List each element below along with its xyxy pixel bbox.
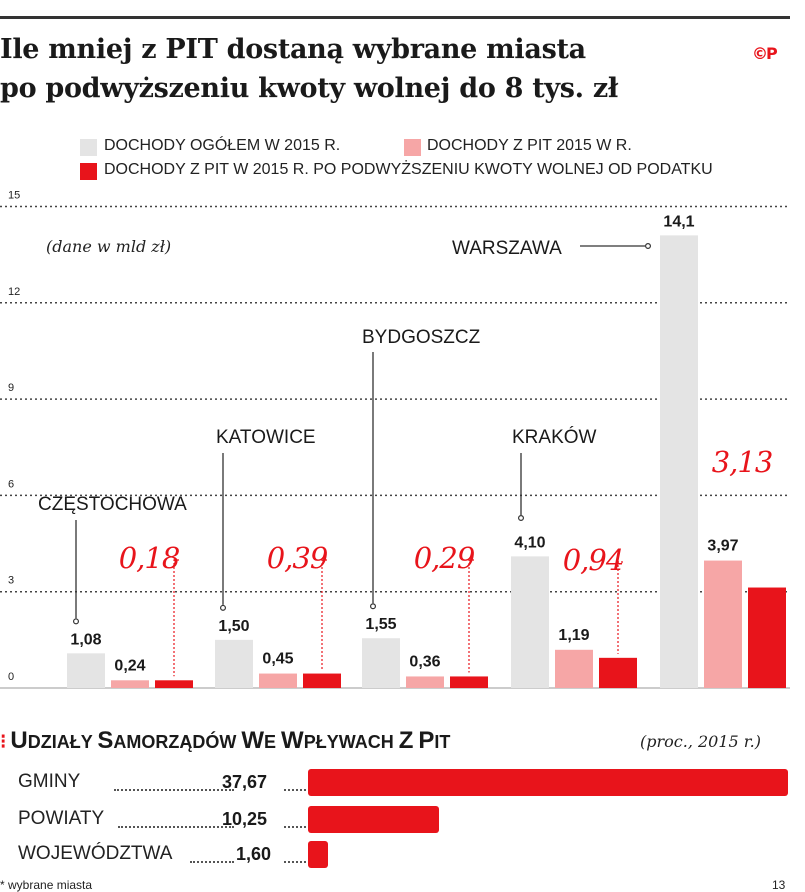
shares-unit: (proc., 2015 r.) xyxy=(640,732,762,751)
leader-dots xyxy=(118,826,234,828)
title-initial: Z xyxy=(398,727,414,754)
data-label-total: 1,08 xyxy=(70,631,101,648)
bar-total xyxy=(215,639,253,688)
legend-swatch-total xyxy=(80,139,97,156)
y-tick-label: 3 xyxy=(8,575,14,587)
data-label-total: 14,1 xyxy=(663,213,694,230)
bar-total xyxy=(660,235,698,688)
title-initial: W xyxy=(241,727,265,754)
data-label-pit: 0,45 xyxy=(262,651,293,668)
leader-dots xyxy=(114,789,234,791)
leader-dots xyxy=(284,789,306,791)
city-leader-dot xyxy=(370,603,377,610)
city-leader-dot xyxy=(644,243,651,250)
y-tick-label: 12 xyxy=(8,286,20,298)
city-leader-dot xyxy=(72,618,79,625)
bar-pit-after xyxy=(450,676,488,688)
top-rule xyxy=(0,16,790,19)
footer-note: * wybrane miasta xyxy=(0,878,93,892)
share-value: 37,67 xyxy=(222,772,268,792)
brand-logo: ©P xyxy=(752,44,778,63)
legend-swatch-pit xyxy=(404,139,421,156)
title-initial: P xyxy=(418,727,435,754)
bar-pit-after xyxy=(155,680,193,688)
bar-total xyxy=(362,638,400,688)
bar-pit xyxy=(406,676,444,688)
share-value: 1,60 xyxy=(236,844,272,864)
title-rest: IT xyxy=(434,732,451,752)
city-label: KRAKÓW xyxy=(512,426,597,448)
section-marker-icon: ⁝ xyxy=(0,731,7,753)
city-label: WARSZAWA xyxy=(452,238,562,259)
y-tick-label: 9 xyxy=(8,382,14,394)
unit-note: (dane w mld zł) xyxy=(46,237,171,256)
bar-pit-after xyxy=(303,673,341,688)
share-label: GMINY xyxy=(18,771,81,792)
city-label: CZĘSTOCHOWA xyxy=(38,494,187,515)
title-initial: S xyxy=(97,727,114,754)
chart-title-line-1: Ile mniej z PIT dostaną wybrane miasta xyxy=(0,34,586,65)
page-number: 13 xyxy=(772,878,786,892)
loss-bracket xyxy=(617,561,623,654)
data-label-total: 1,50 xyxy=(218,618,249,635)
loss-bracket xyxy=(173,559,179,677)
y-tick-label: 0 xyxy=(8,671,14,683)
share-bar xyxy=(308,841,329,868)
city-label: BYDGOSZCZ xyxy=(362,327,481,348)
loss-label: 0,94 xyxy=(563,543,624,577)
title-rest: AMORZĄDÓW xyxy=(113,732,242,752)
title-rest: DZIAŁY xyxy=(27,732,98,752)
data-label-pit: 0,36 xyxy=(409,653,440,670)
leader-dots xyxy=(284,861,306,863)
bar-pit xyxy=(704,560,742,688)
data-label-pit: 0,24 xyxy=(114,657,145,674)
loss-bracket xyxy=(321,559,327,670)
data-label-total: 4,10 xyxy=(514,534,545,551)
share-label: WOJEWÓDZTWA xyxy=(18,843,173,864)
share-bar xyxy=(308,806,439,833)
loss-label: 0,18 xyxy=(119,541,180,575)
title-initial: U xyxy=(10,727,28,754)
shares-title: ⁝ UDZIAŁY SAMORZĄDÓW WE WPŁYWACH Z PIT xyxy=(0,727,450,755)
share-value: 10,25 xyxy=(222,809,268,829)
loss-bracket xyxy=(468,559,474,673)
city-leader-dot xyxy=(517,514,524,521)
bar-chart: 0 3 6 9 12 15 (dane w mld zł) 1,08 0,24 0,18 CZĘST… xyxy=(0,190,790,689)
data-label-total: 1,55 xyxy=(365,616,396,633)
bar-total xyxy=(67,653,105,688)
legend-label-pit-after: DOCHODY Z PIT W 2015 R. PO PODWYŻSZENIU … xyxy=(104,161,713,178)
legend-swatch-pit-after xyxy=(80,163,97,180)
loss-label: 3,13 xyxy=(712,445,773,479)
bar-total xyxy=(511,556,549,688)
legend-label-pit: DOCHODY Z PIT 2015 W R. xyxy=(427,137,632,154)
shares-title-text: UDZIAŁY SAMORZĄDÓW WE WPŁYWACH Z PIT xyxy=(10,727,450,754)
city-leader-dot xyxy=(220,604,227,611)
data-label-pit: 3,97 xyxy=(707,538,738,555)
bar-pit xyxy=(555,649,593,688)
title-rest: E xyxy=(264,732,282,752)
bar-pit xyxy=(111,680,149,688)
title-rest: PŁYWACH xyxy=(303,732,399,752)
loss-label: 0,29 xyxy=(414,541,475,575)
bar-pit-after xyxy=(599,657,637,688)
data-label-pit: 1,19 xyxy=(558,627,589,644)
y-tick-label: 15 xyxy=(8,190,20,202)
y-tick-label: 6 xyxy=(8,478,14,490)
loss-label: 0,39 xyxy=(267,541,328,575)
share-label: POWIATY xyxy=(18,808,105,829)
city-label: KATOWICE xyxy=(216,427,316,448)
title-initial: W xyxy=(281,727,304,754)
bar-pit xyxy=(259,673,297,688)
legend-label-total: DOCHODY OGÓŁEM W 2015 R. xyxy=(104,137,341,154)
leader-dots xyxy=(190,861,234,863)
leader-dots xyxy=(284,826,306,828)
share-bar xyxy=(308,769,788,796)
bar-pit-after xyxy=(748,587,786,688)
chart-title-line-2: po podwyższeniu kwoty wolnej do 8 tys. z… xyxy=(0,73,619,104)
